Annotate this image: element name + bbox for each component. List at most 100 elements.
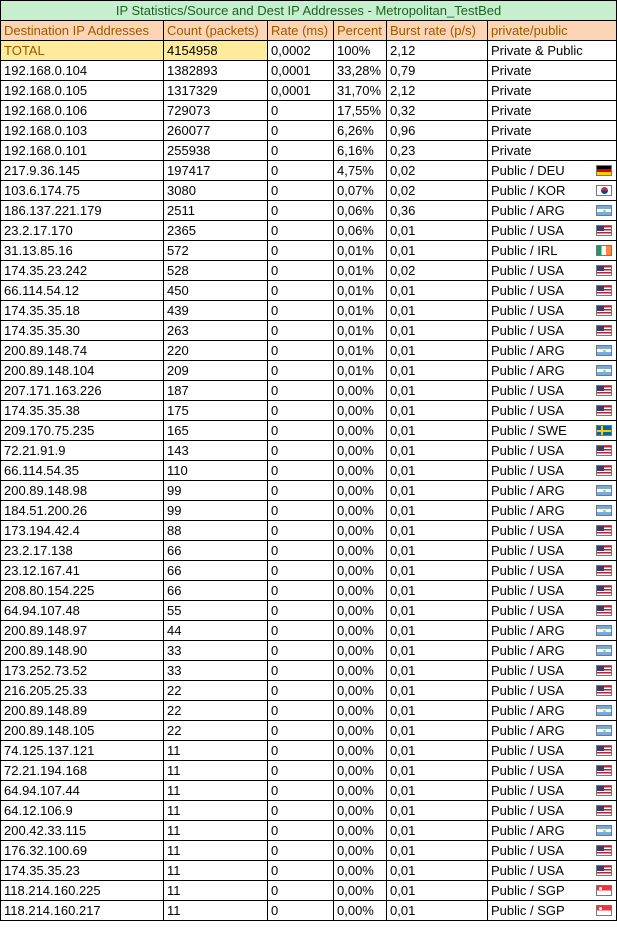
rate-cell[interactable]: 0 xyxy=(267,780,334,801)
count-cell[interactable]: 11 xyxy=(163,800,268,821)
count-cell[interactable]: 22 xyxy=(163,700,268,721)
ip-address-cell[interactable]: 200.89.148.97 xyxy=(0,620,164,641)
ip-address-cell[interactable]: 23.2.17.138 xyxy=(0,540,164,561)
rate-cell[interactable]: 0 xyxy=(267,100,334,121)
percent-cell[interactable]: 0,00% xyxy=(333,420,387,441)
rate-cell[interactable]: 0 xyxy=(267,300,334,321)
ip-address-cell[interactable]: 184.51.200.26 xyxy=(0,500,164,521)
col-header-destination-ip[interactable]: Destination IP Addresses xyxy=(0,20,164,41)
type-cell[interactable]: Public / ARG xyxy=(486,360,617,381)
ip-address-cell[interactable]: 174.35.35.38 xyxy=(0,400,164,421)
count-cell[interactable]: 11 xyxy=(163,900,268,921)
type-cell[interactable]: Public / USA xyxy=(486,860,617,881)
burst-rate-cell[interactable]: 0,01 xyxy=(386,900,488,921)
ip-address-cell[interactable]: 192.168.0.104 xyxy=(0,60,164,81)
ip-address-cell[interactable]: 200.89.148.90 xyxy=(0,640,164,661)
count-cell[interactable]: 1382893 xyxy=(163,60,268,81)
type-cell[interactable]: Private xyxy=(486,140,617,161)
type-cell[interactable]: Public / USA xyxy=(486,460,617,481)
count-cell[interactable]: 263 xyxy=(163,320,268,341)
rate-cell[interactable]: 0 xyxy=(267,720,334,741)
ip-address-cell[interactable]: 200.89.148.89 xyxy=(0,700,164,721)
total-percent-cell[interactable]: 100% xyxy=(333,40,387,61)
count-cell[interactable]: 528 xyxy=(163,260,268,281)
rate-cell[interactable]: 0 xyxy=(267,700,334,721)
ip-address-cell[interactable]: 174.35.35.23 xyxy=(0,860,164,881)
type-cell[interactable]: Public / ARG xyxy=(486,620,617,641)
count-cell[interactable]: 66 xyxy=(163,560,268,581)
burst-rate-cell[interactable]: 0,01 xyxy=(386,520,488,541)
type-cell[interactable]: Private xyxy=(486,80,617,101)
rate-cell[interactable]: 0 xyxy=(267,760,334,781)
type-cell[interactable]: Public / USA xyxy=(486,740,617,761)
type-cell[interactable]: Public / ARG xyxy=(486,200,617,221)
count-cell[interactable]: 2365 xyxy=(163,220,268,241)
count-cell[interactable]: 22 xyxy=(163,680,268,701)
burst-rate-cell[interactable]: 0,01 xyxy=(386,600,488,621)
percent-cell[interactable]: 6,16% xyxy=(333,140,387,161)
count-cell[interactable]: 110 xyxy=(163,460,268,481)
col-header-percent[interactable]: Percent xyxy=(333,20,387,41)
rate-cell[interactable]: 0,0001 xyxy=(267,80,334,101)
rate-cell[interactable]: 0 xyxy=(267,220,334,241)
count-cell[interactable]: 66 xyxy=(163,580,268,601)
ip-address-cell[interactable]: 174.35.35.30 xyxy=(0,320,164,341)
col-header-private-public[interactable]: private/public xyxy=(486,20,617,41)
ip-address-cell[interactable]: 186.137.221.179 xyxy=(0,200,164,221)
ip-address-cell[interactable]: 192.168.0.101 xyxy=(0,140,164,161)
count-cell[interactable]: 11 xyxy=(163,840,268,861)
count-cell[interactable]: 3080 xyxy=(163,180,268,201)
percent-cell[interactable]: 6,26% xyxy=(333,120,387,141)
rate-cell[interactable]: 0 xyxy=(267,640,334,661)
rate-cell[interactable]: 0 xyxy=(267,580,334,601)
count-cell[interactable]: 572 xyxy=(163,240,268,261)
count-cell[interactable]: 66 xyxy=(163,540,268,561)
rate-cell[interactable]: 0 xyxy=(267,800,334,821)
rate-cell[interactable]: 0 xyxy=(267,280,334,301)
count-cell[interactable]: 260077 xyxy=(163,120,268,141)
burst-rate-cell[interactable]: 0,01 xyxy=(386,640,488,661)
type-cell[interactable]: Public / USA xyxy=(486,800,617,821)
ip-address-cell[interactable]: 64.94.107.44 xyxy=(0,780,164,801)
rate-cell[interactable]: 0 xyxy=(267,140,334,161)
percent-cell[interactable]: 0,00% xyxy=(333,640,387,661)
burst-rate-cell[interactable]: 0,02 xyxy=(386,260,488,281)
rate-cell[interactable]: 0 xyxy=(267,900,334,921)
ip-address-cell[interactable]: 23.12.167.41 xyxy=(0,560,164,581)
burst-rate-cell[interactable]: 0,01 xyxy=(386,840,488,861)
count-cell[interactable]: 729073 xyxy=(163,100,268,121)
ip-address-cell[interactable]: 192.168.0.103 xyxy=(0,120,164,141)
ip-address-cell[interactable]: 192.168.0.105 xyxy=(0,80,164,101)
type-cell[interactable]: Public / USA xyxy=(486,840,617,861)
rate-cell[interactable]: 0 xyxy=(267,840,334,861)
count-cell[interactable]: 11 xyxy=(163,740,268,761)
count-cell[interactable]: 55 xyxy=(163,600,268,621)
count-cell[interactable]: 209 xyxy=(163,360,268,381)
col-header-count[interactable]: Count (packets) xyxy=(163,20,268,41)
burst-rate-cell[interactable]: 0,01 xyxy=(386,860,488,881)
count-cell[interactable]: 450 xyxy=(163,280,268,301)
percent-cell[interactable]: 0,00% xyxy=(333,840,387,861)
rate-cell[interactable]: 0 xyxy=(267,660,334,681)
rate-cell[interactable]: 0 xyxy=(267,600,334,621)
rate-cell[interactable]: 0 xyxy=(267,240,334,261)
percent-cell[interactable]: 0,00% xyxy=(333,800,387,821)
type-cell[interactable]: Public / DEU xyxy=(486,160,617,181)
burst-rate-cell[interactable]: 2,12 xyxy=(386,80,488,101)
type-cell[interactable]: Public / USA xyxy=(486,760,617,781)
burst-rate-cell[interactable]: 0,01 xyxy=(386,360,488,381)
burst-rate-cell[interactable]: 0,01 xyxy=(386,420,488,441)
rate-cell[interactable]: 0 xyxy=(267,680,334,701)
count-cell[interactable]: 197417 xyxy=(163,160,268,181)
type-cell[interactable]: Public / IRL xyxy=(486,240,617,261)
percent-cell[interactable]: 0,00% xyxy=(333,560,387,581)
count-cell[interactable]: 11 xyxy=(163,880,268,901)
type-cell[interactable]: Public / ARG xyxy=(486,340,617,361)
burst-rate-cell[interactable]: 0,01 xyxy=(386,340,488,361)
ip-address-cell[interactable]: 200.89.148.98 xyxy=(0,480,164,501)
type-cell[interactable]: Public / USA xyxy=(486,580,617,601)
ip-address-cell[interactable]: 217.9.36.145 xyxy=(0,160,164,181)
percent-cell[interactable]: 0,00% xyxy=(333,900,387,921)
burst-rate-cell[interactable]: 0,01 xyxy=(386,320,488,341)
burst-rate-cell[interactable]: 0,01 xyxy=(386,620,488,641)
